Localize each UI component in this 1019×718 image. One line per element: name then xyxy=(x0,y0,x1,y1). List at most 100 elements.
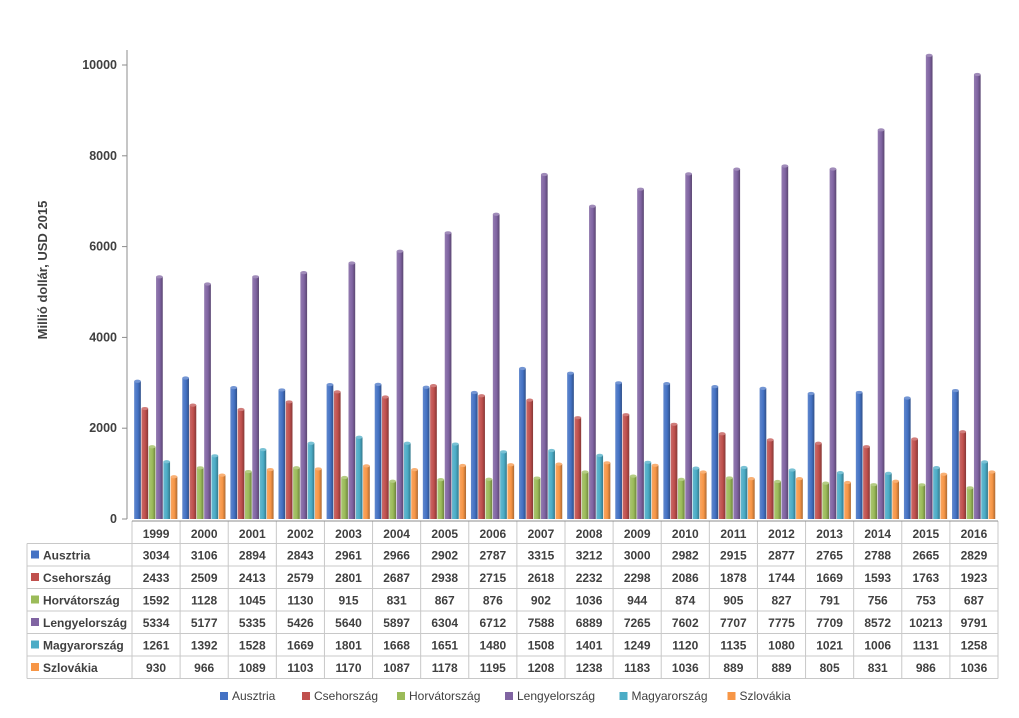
table-cell: 986 xyxy=(916,661,936,675)
table-cell: 687 xyxy=(964,594,984,608)
legend-key xyxy=(397,692,405,700)
y-tick-label: 4000 xyxy=(89,330,117,344)
table-cell: 5334 xyxy=(143,616,170,630)
bar-Ausztria-2006 xyxy=(470,392,478,519)
bar-Horvátország-2004 xyxy=(389,481,397,519)
table-cell: 831 xyxy=(868,661,888,675)
table-cell: 5426 xyxy=(287,616,314,630)
table-cell: 889 xyxy=(723,661,743,675)
bar-cap xyxy=(685,172,692,176)
bar-Szlovákia-2003 xyxy=(363,465,370,519)
bar-Horvátország-2008 xyxy=(581,471,589,519)
table-cell: 791 xyxy=(820,594,840,608)
bar-Horvátország-2012 xyxy=(774,481,781,519)
bar-Ausztria-2008 xyxy=(567,373,574,519)
bar-cap xyxy=(148,445,156,449)
bar-Horvátország-1999 xyxy=(148,446,156,519)
bar-Lengyelország-2013 xyxy=(829,169,837,519)
table-cell: 5335 xyxy=(239,616,266,630)
table-cell: 1744 xyxy=(768,571,795,585)
bar-cap xyxy=(403,441,411,445)
bar-Csehország-1999 xyxy=(141,408,149,519)
x-tick-label: 2012 xyxy=(768,527,795,541)
bar-cap xyxy=(533,476,541,480)
table-cell: 7707 xyxy=(720,616,747,630)
table-cell: 3034 xyxy=(143,549,170,563)
table-cell: 5897 xyxy=(383,616,410,630)
bar-cap xyxy=(836,471,844,475)
table-cell: 867 xyxy=(435,594,455,608)
bar-Ausztria-2000 xyxy=(182,377,189,519)
table-cell: 2579 xyxy=(287,571,314,585)
bar-Lengyelország-2006 xyxy=(492,214,500,519)
bar-cap xyxy=(163,460,171,464)
table-cell: 2715 xyxy=(479,571,506,585)
bar-cap xyxy=(170,475,178,479)
bar-Ausztria-2007 xyxy=(519,368,526,519)
bar-Csehország-2016 xyxy=(959,431,967,519)
bar-Lengyelország-2011 xyxy=(733,169,741,519)
table-cell: 1021 xyxy=(816,639,843,653)
table-cell: 1087 xyxy=(383,661,410,675)
table-cell: 2765 xyxy=(816,549,843,563)
table-cell: 6304 xyxy=(431,616,458,630)
bar-Horvátország-2001 xyxy=(244,471,252,519)
bar-cap xyxy=(740,465,748,470)
legend-key xyxy=(302,692,310,700)
x-tick-label: 2015 xyxy=(912,527,939,541)
table-cell: 1036 xyxy=(961,661,988,675)
bar-cap xyxy=(822,481,830,485)
bar-Magyarország-2009 xyxy=(644,462,652,519)
bar-cap xyxy=(307,441,315,445)
bar-cap xyxy=(574,416,582,420)
table-cell: 966 xyxy=(194,661,214,675)
table-cell: 2298 xyxy=(624,571,651,585)
table-cell: 1036 xyxy=(576,594,603,608)
x-tick-label: 2008 xyxy=(576,527,603,541)
legend-key xyxy=(727,692,736,700)
table-cell: 1178 xyxy=(432,661,458,675)
bar-cap xyxy=(747,477,755,481)
bar-cap xyxy=(526,398,534,402)
bar-cap xyxy=(156,275,163,279)
bar-Horvátország-2014 xyxy=(870,484,878,519)
table-cell: 9791 xyxy=(961,616,988,630)
table-cell: 1195 xyxy=(480,661,506,675)
bar-Horvátország-2013 xyxy=(822,483,830,519)
bar-Magyarország-2014 xyxy=(885,473,892,519)
bar-cap xyxy=(189,403,197,407)
bar-Magyarország-2003 xyxy=(355,437,363,519)
bar-Magyarország-2002 xyxy=(307,443,315,519)
bar-cap xyxy=(437,478,445,482)
legend-label: Szlovákia xyxy=(740,689,792,703)
table-cell: 1131 xyxy=(913,639,939,653)
table-cell: 1763 xyxy=(912,571,939,585)
bar-Magyarország-2008 xyxy=(596,455,604,519)
table-cell: 876 xyxy=(483,594,503,608)
bar-cap xyxy=(278,388,286,392)
bar-Csehország-2007 xyxy=(526,400,534,519)
bar-Lengyelország-2009 xyxy=(637,189,644,519)
table-cell: 2877 xyxy=(768,549,795,563)
table-cell: 1135 xyxy=(720,639,746,653)
x-tick-label: 2010 xyxy=(672,527,699,541)
bar-cap xyxy=(459,463,467,468)
table-cell: 2829 xyxy=(961,549,988,563)
bar-cap xyxy=(615,381,622,385)
table-cell: 2787 xyxy=(479,549,506,563)
bar-Ausztria-2016 xyxy=(952,390,959,519)
legend-label: Csehország xyxy=(314,689,378,703)
bar-cap xyxy=(815,441,822,445)
bar-Horvátország-2009 xyxy=(629,476,637,519)
bar-cap xyxy=(485,477,493,481)
bar-cap xyxy=(940,472,948,476)
table-cell: 944 xyxy=(627,594,647,608)
table-cell: 2687 xyxy=(383,571,410,585)
table-cell: 5177 xyxy=(191,616,218,630)
legend-label: Ausztria xyxy=(232,689,276,703)
bar-Lengyelország-2008 xyxy=(589,206,596,520)
y-tick-label: 6000 xyxy=(89,240,117,254)
table-cell: 1089 xyxy=(239,661,266,675)
table-row-label: Lengyelország xyxy=(43,616,127,630)
bar-cap xyxy=(885,471,892,475)
